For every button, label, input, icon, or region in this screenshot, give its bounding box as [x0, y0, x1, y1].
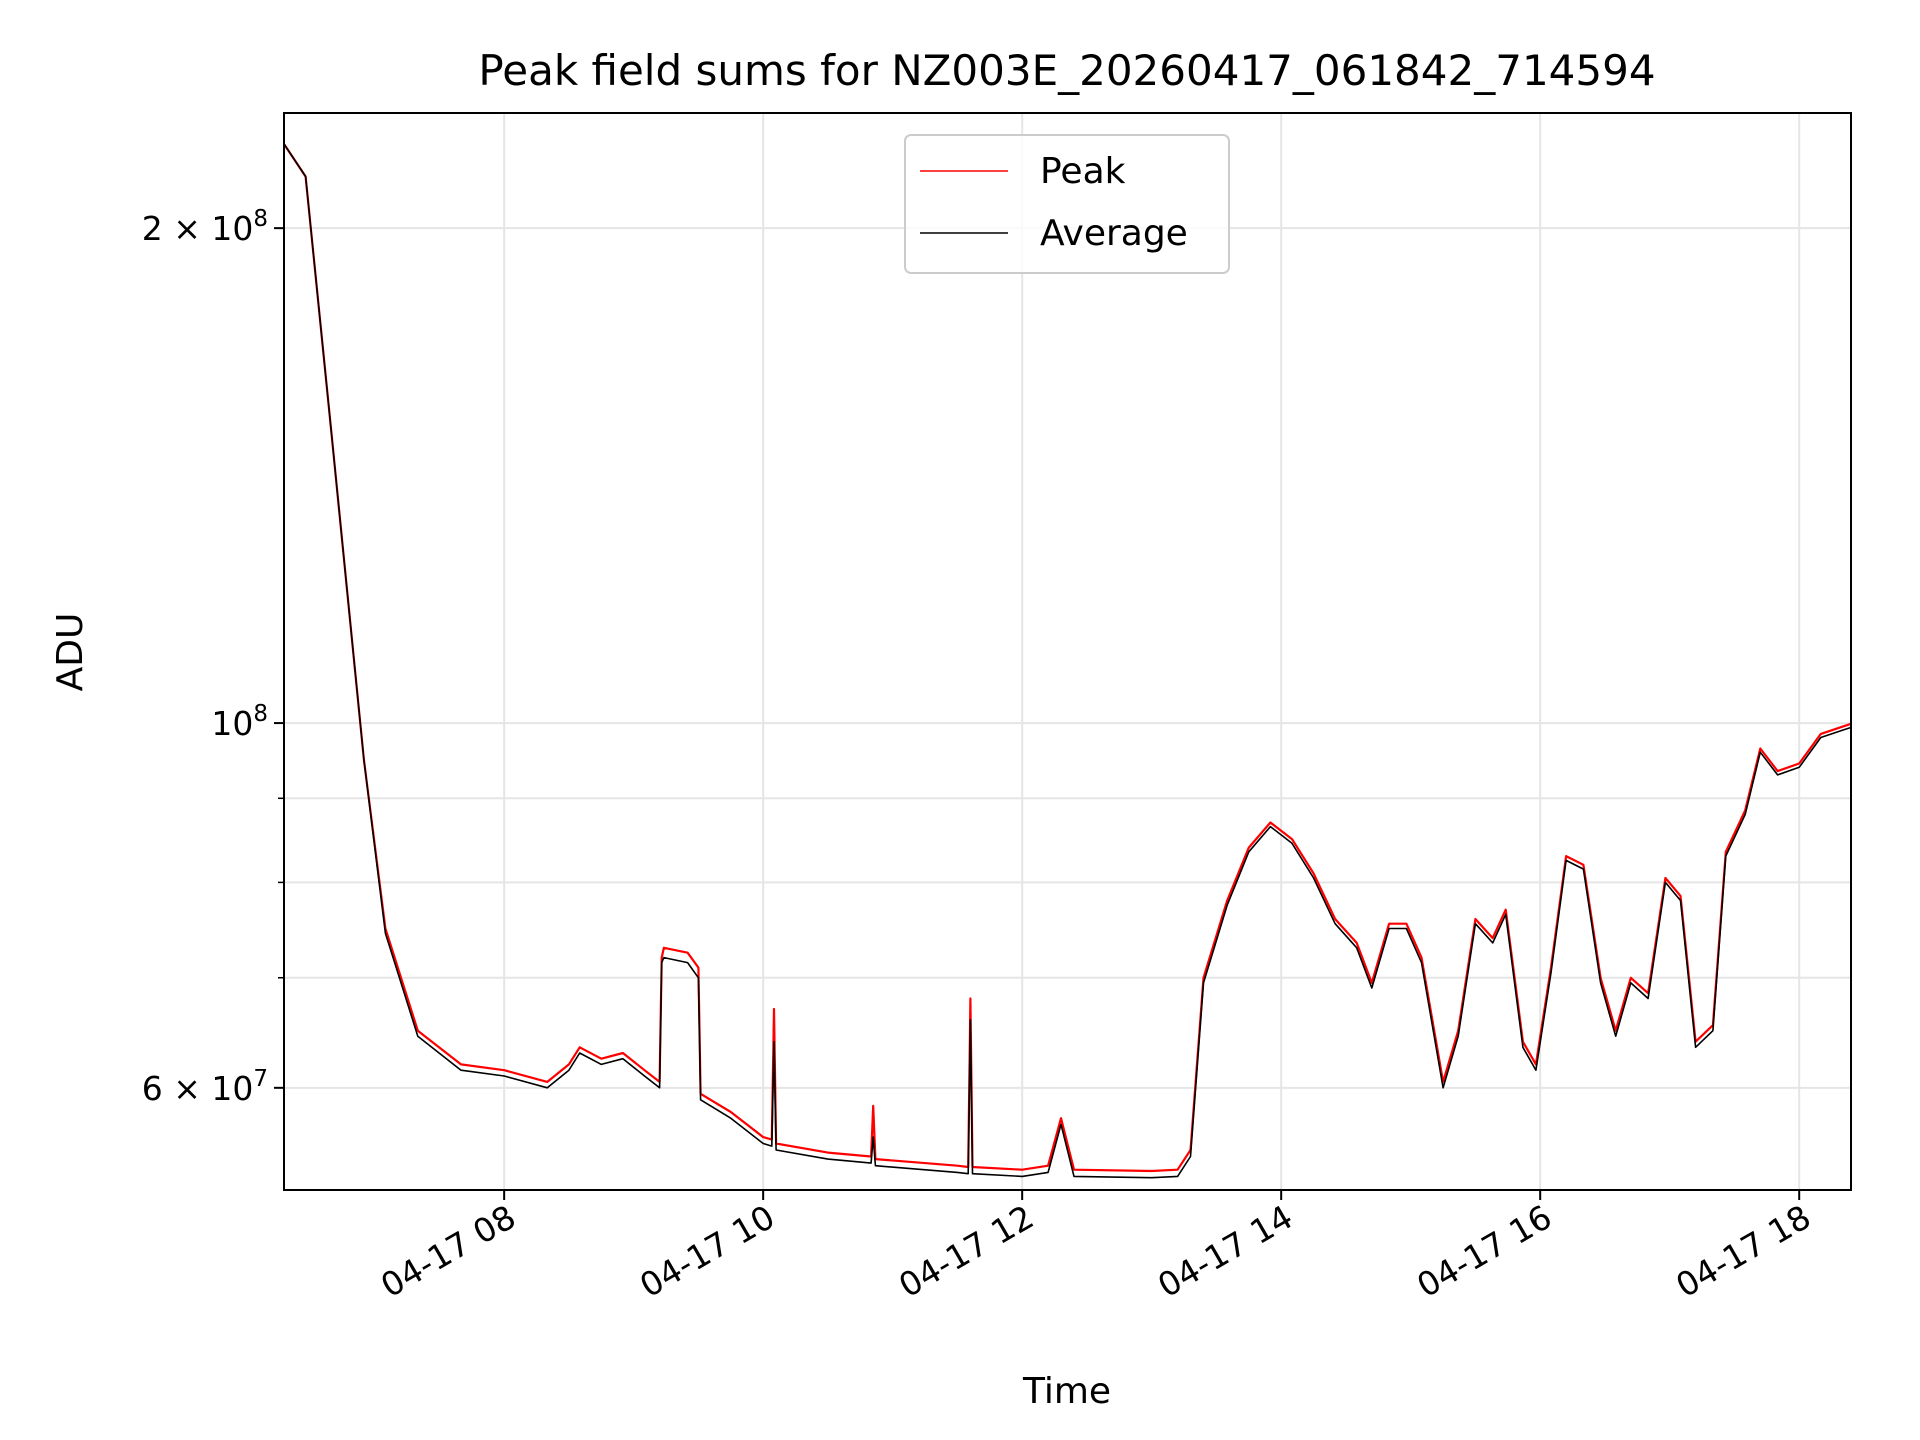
legend-label-average: Average [1040, 213, 1188, 254]
legend: Peak Average [904, 134, 1230, 274]
y-tick-label: 108 [211, 701, 268, 743]
legend-box [904, 134, 1230, 274]
series-group [284, 143, 1851, 1179]
legend-label-peak: Peak [1040, 151, 1126, 192]
x-axis-label: Time [1022, 1371, 1111, 1412]
y-axis-label: ADU [50, 613, 91, 692]
chart-title: Peak field sums for NZ003E_20260417_0618… [478, 46, 1655, 95]
series-line-peak [284, 143, 1851, 1173]
y-tick-label: 2 × 108 [142, 206, 268, 248]
series-line-average [284, 143, 1851, 1179]
plot-frame [283, 112, 1852, 1191]
y-tick-label: 6 × 107 [142, 1066, 268, 1108]
grid [284, 113, 1851, 1190]
